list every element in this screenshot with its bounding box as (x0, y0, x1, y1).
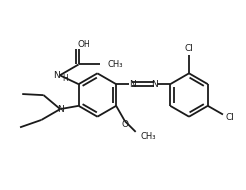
Text: N: N (57, 105, 63, 114)
Text: H: H (62, 74, 68, 83)
Text: Cl: Cl (184, 44, 193, 53)
Text: H: H (84, 40, 89, 49)
Text: CH₃: CH₃ (141, 132, 156, 141)
Text: O: O (77, 40, 84, 49)
Text: N: N (151, 80, 157, 89)
Text: Cl: Cl (225, 113, 234, 122)
Text: O: O (121, 120, 128, 129)
Text: N: N (53, 71, 60, 80)
Text: CH₃: CH₃ (107, 60, 123, 69)
Text: N: N (129, 80, 136, 89)
